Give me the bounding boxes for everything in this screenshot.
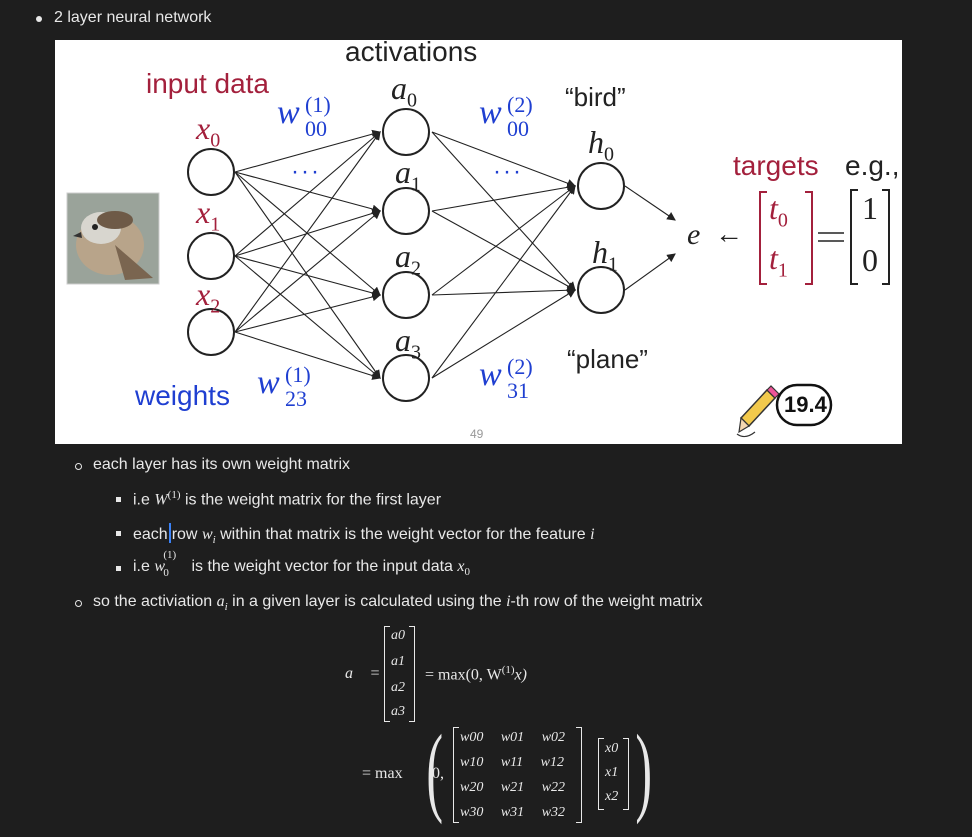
- bird-photo: [66, 192, 160, 285]
- targets-label: targets: [733, 150, 819, 181]
- target-value-0: 0: [862, 242, 878, 278]
- top-bullet-text: 2 layer neural network: [54, 9, 212, 26]
- a-vec-3: a3: [391, 704, 405, 719]
- w-matrix-bracket-left: [453, 727, 459, 823]
- layer2-connections: [431, 131, 676, 379]
- text-cursor: [168, 523, 171, 543]
- a-vec-1: a1: [391, 654, 405, 669]
- h0-label: h0: [588, 124, 614, 166]
- x2-label: x2: [196, 276, 221, 318]
- page-number: 49: [470, 427, 484, 441]
- big-paren-left: (: [426, 714, 443, 825]
- target-value-1: 1: [862, 190, 878, 226]
- target-brackets: [759, 191, 813, 285]
- note-line-2: i.e W(1) is the weight matrix for the fi…: [133, 489, 442, 509]
- a2-label: a2: [395, 238, 421, 280]
- x-vec-2: x2: [605, 789, 619, 804]
- w-row-1: w10 w11 w12: [460, 755, 564, 770]
- x-vec-0: x0: [605, 741, 619, 756]
- t0-label: t0: [769, 190, 788, 232]
- w-row-2: w20 w21 w22: [460, 780, 566, 795]
- badge-text: 19.4: [784, 392, 827, 417]
- square-bullet: [116, 531, 121, 536]
- value-brackets: [850, 189, 890, 285]
- pencil-icon: [736, 385, 780, 438]
- square-bullet: [116, 566, 121, 571]
- x-vector-bracket-right: [623, 738, 629, 810]
- a-vector-bracket-right: [409, 626, 415, 722]
- x0-label: x0: [196, 110, 221, 152]
- eq2-rhs-prefix: = max: [362, 765, 403, 782]
- left-arrow: ←: [715, 218, 743, 249]
- nodes: [187, 108, 625, 402]
- note-line-5: so the activiation ai in a given layer i…: [93, 593, 703, 614]
- plane-label: “plane”: [567, 344, 648, 374]
- w2-bottom-label: w (2) 31: [479, 354, 533, 403]
- bullet-dot: [36, 16, 42, 22]
- w-matrix-bracket-right: [576, 727, 582, 823]
- sub-bullet-ring: [75, 600, 82, 607]
- x1-label: x1: [196, 194, 221, 236]
- a-vec-0: a0: [391, 628, 405, 643]
- equals-sign: [818, 232, 844, 242]
- w-row-0: w00 w01 w02: [460, 730, 566, 745]
- eq1-rhs: = max(0, W(1)x): [425, 664, 527, 684]
- big-paren-right: ): [635, 714, 652, 825]
- w2-top-label: w (2) 00: [479, 92, 533, 141]
- a-vec-2: a2: [391, 680, 405, 695]
- a1-label: a1: [395, 154, 421, 196]
- note-line-3: each row wi within that matrix is the wei…: [133, 523, 595, 546]
- a-vector-bracket-left: [384, 626, 390, 722]
- input-data-label: input data: [146, 68, 269, 99]
- w-row-3: w30 w31 w32: [460, 805, 566, 820]
- note-line-1: each layer has its own weight matrix: [93, 456, 350, 473]
- w1-top-label: w (1) 00: [277, 92, 331, 141]
- neural-network-slide: activations input data weights targets e…: [55, 36, 902, 444]
- weights-label: weights: [135, 380, 230, 411]
- sub-bullet-ring: [75, 463, 82, 470]
- t1-label: t1: [769, 240, 788, 282]
- note-line-4: i.e w (1) 0 is the weight vector for the i…: [133, 549, 470, 579]
- x-vector-bracket-left: [598, 738, 604, 810]
- eq1-lhs: a⃗ =: [345, 665, 381, 682]
- h1-label: h1: [592, 234, 618, 276]
- w1-bottom-label: w (1) 23: [257, 362, 311, 411]
- x-vec-1: x1: [605, 765, 619, 780]
- slide-title: activations: [345, 36, 478, 67]
- badge-outline: [775, 383, 833, 427]
- error-symbol: e: [687, 218, 701, 251]
- network-diagram: [66, 108, 890, 438]
- eq2-zero: 0,: [432, 765, 444, 782]
- ellipsis-layer2: ···: [493, 158, 523, 185]
- layer1-connections: [234, 129, 382, 380]
- eg-label: e.g.,: [845, 150, 900, 181]
- ellipsis-layer1: ···: [291, 158, 321, 185]
- a3-label: a3: [395, 322, 421, 364]
- a0-label: a0: [391, 70, 417, 112]
- bird-label: “bird”: [565, 82, 626, 112]
- square-bullet: [116, 497, 121, 502]
